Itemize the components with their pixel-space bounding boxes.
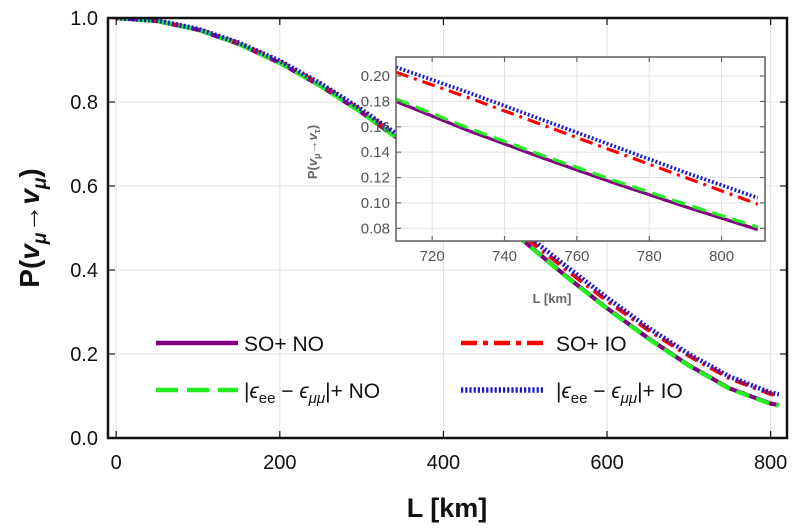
y-axis-title-sub: μ: [30, 177, 51, 190]
legend-math-sub: μμ: [308, 390, 325, 407]
legend-math-part: ϵ: [561, 380, 571, 403]
legend-math-sub: ee: [571, 390, 588, 407]
inset-x-axis-title: L [km]: [533, 291, 572, 306]
main-y-tick-label: 1.0: [70, 8, 98, 30]
inset-x-tick-label: 800: [709, 248, 734, 265]
inset-y-axis-title-sub: τ: [312, 129, 322, 133]
main-x-tick-label: 600: [590, 452, 623, 474]
inset-y-tick-label: 0.14: [361, 144, 390, 161]
y-axis-title-part: P(: [14, 259, 45, 288]
legend-math-part: ϵ: [299, 380, 309, 403]
y-axis-title: P(vμ→vμ): [14, 168, 51, 287]
legend-math-part: ϵ: [249, 380, 259, 403]
legend-math-sub: ee: [259, 390, 276, 407]
main-plot-frame: [106, 16, 789, 440]
legend-math-part: |+ IO: [637, 380, 683, 403]
legend-math-sub: μμ: [620, 390, 637, 407]
main-y-tick-label: 0.0: [70, 428, 98, 450]
y-axis-title-part: →: [14, 205, 45, 233]
inset-y-axis-title-part: P(: [305, 166, 320, 180]
main-y-tick-label: 0.2: [70, 344, 98, 366]
legend-math-part: |: [244, 380, 249, 403]
main-x-tick-label: 200: [263, 452, 296, 474]
inset-y-axis-title-part: →: [305, 140, 320, 153]
inset-series-eps_no-line: [396, 97, 759, 229]
legend: SO+ NO SO+ IO|ϵee − ϵμμ|+ NO |ϵee − ϵμμ|+ …: [156, 333, 683, 407]
inset-y-tick-label: 0.16: [361, 119, 390, 136]
inset-x-tick-label: 720: [420, 248, 445, 265]
y-axis-title-part: v: [14, 188, 45, 205]
legend-label-eps_no: |ϵee − ϵμμ|+ NO: [244, 380, 380, 407]
inset-series-so_no-line: [396, 99, 759, 232]
legend-math-part: ϵ: [611, 380, 621, 403]
main-series-eps_no-line: [116, 18, 780, 408]
inset-plot-area: 720 740 760 780 800 0.08 0.10 0.12 0.14 0.16 0.18 0…: [361, 56, 766, 265]
inset-y-tick-label: 0.18: [361, 93, 390, 110]
inset-series-group: [396, 65, 759, 232]
legend-math-part: −: [275, 380, 299, 403]
inset-x-tick-label: 780: [637, 248, 662, 265]
inset-y-tick-label: 0.20: [361, 68, 390, 85]
inset-x-tick-label: 740: [492, 248, 517, 265]
inset-plot-frame: [395, 56, 766, 242]
inset-y-axis-title-sub: μ: [312, 153, 322, 159]
x-axis-title: L [km]: [407, 493, 488, 523]
inset-y-axis-title-part: v: [305, 132, 320, 140]
inset-series-eps_io-line: [396, 65, 759, 200]
legend-math-part: |: [556, 380, 561, 403]
legend-math-part: −: [587, 380, 611, 403]
main-y-tick-label: 0.4: [70, 260, 98, 282]
main-x-tick-label: 800: [754, 452, 787, 474]
inset-y-tick-label: 0.10: [361, 195, 390, 212]
legend-label-eps_io: |ϵee − ϵμμ|+ IO: [556, 380, 683, 407]
y-axis-title-part: ): [14, 168, 45, 177]
y-axis-title-part: v: [14, 243, 45, 260]
inset-y-tick-label: 0.08: [361, 220, 390, 237]
inset-y-axis-title-part: ): [305, 125, 320, 129]
main-x-tick-label: 0: [111, 452, 122, 474]
inset-y-axis-title-part: v: [305, 158, 320, 166]
legend-label-so_no: SO+ NO: [244, 333, 324, 356]
inset-x-tick-label: 760: [564, 248, 589, 265]
inset-series-so_io-line: [396, 70, 759, 206]
inset-y-tick-label: 0.12: [361, 170, 390, 187]
main-y-tick-label: 0.8: [70, 92, 98, 114]
main-y-tick-label: 0.6: [70, 176, 98, 198]
main-x-tick-label: 400: [427, 452, 460, 474]
inset-y-axis-title: P(vμ→vτ): [305, 125, 322, 179]
y-axis-title-sub: μ: [30, 232, 51, 245]
legend-math-part: |+ NO: [325, 380, 380, 403]
legend-label-so_io: SO+ IO: [556, 333, 627, 356]
